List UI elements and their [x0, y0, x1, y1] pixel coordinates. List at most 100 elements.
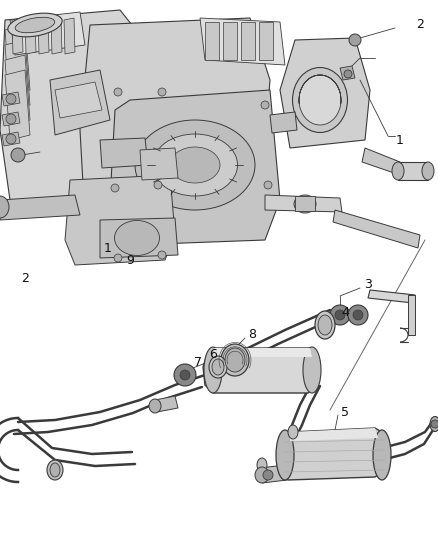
Ellipse shape	[114, 221, 159, 255]
Polygon shape	[64, 18, 75, 54]
Circle shape	[158, 251, 166, 259]
Ellipse shape	[0, 196, 9, 218]
Polygon shape	[5, 40, 30, 110]
Bar	[295, 196, 315, 211]
Ellipse shape	[288, 425, 298, 439]
Polygon shape	[265, 195, 342, 212]
Polygon shape	[270, 112, 297, 133]
Circle shape	[6, 94, 16, 104]
Circle shape	[335, 310, 345, 320]
Ellipse shape	[257, 458, 267, 472]
Polygon shape	[51, 18, 62, 54]
Polygon shape	[259, 22, 273, 60]
Ellipse shape	[212, 359, 224, 375]
Polygon shape	[223, 22, 237, 60]
Ellipse shape	[422, 162, 434, 180]
Text: 3: 3	[364, 279, 372, 292]
Polygon shape	[80, 18, 270, 230]
Ellipse shape	[293, 68, 347, 133]
Ellipse shape	[299, 75, 341, 125]
Text: 9: 9	[126, 254, 134, 266]
Ellipse shape	[221, 344, 249, 376]
Circle shape	[11, 148, 25, 162]
Text: 7: 7	[194, 356, 202, 368]
Ellipse shape	[50, 463, 60, 477]
Bar	[0, 0, 438, 285]
Ellipse shape	[294, 195, 316, 213]
Ellipse shape	[373, 430, 391, 480]
Ellipse shape	[170, 147, 220, 183]
Polygon shape	[155, 396, 178, 412]
Ellipse shape	[303, 347, 321, 393]
Circle shape	[6, 134, 16, 144]
Polygon shape	[110, 90, 280, 245]
Circle shape	[344, 70, 352, 78]
Ellipse shape	[318, 315, 332, 335]
Polygon shape	[5, 25, 30, 95]
Polygon shape	[55, 82, 102, 118]
Ellipse shape	[209, 356, 227, 378]
Ellipse shape	[149, 399, 161, 413]
Polygon shape	[0, 195, 80, 220]
Polygon shape	[5, 55, 30, 125]
Circle shape	[349, 34, 361, 46]
Polygon shape	[203, 348, 320, 393]
Text: 8: 8	[248, 328, 256, 342]
Polygon shape	[2, 112, 20, 126]
Circle shape	[114, 88, 122, 96]
Polygon shape	[50, 70, 110, 135]
Polygon shape	[140, 148, 178, 180]
Text: 2: 2	[416, 19, 424, 31]
Bar	[0, 285, 438, 533]
Polygon shape	[10, 12, 85, 55]
Polygon shape	[205, 22, 219, 60]
Ellipse shape	[135, 120, 255, 210]
Polygon shape	[5, 70, 30, 140]
Polygon shape	[260, 465, 287, 483]
Circle shape	[174, 364, 196, 386]
Circle shape	[264, 181, 272, 189]
Circle shape	[261, 101, 269, 109]
Polygon shape	[241, 22, 255, 60]
Polygon shape	[280, 38, 370, 148]
Bar	[398, 162, 428, 180]
Circle shape	[263, 470, 273, 480]
Polygon shape	[278, 428, 388, 480]
Polygon shape	[100, 218, 178, 258]
Ellipse shape	[225, 348, 245, 372]
Ellipse shape	[315, 311, 335, 339]
Text: 1: 1	[104, 241, 112, 254]
Polygon shape	[290, 428, 378, 441]
Ellipse shape	[430, 416, 438, 432]
Polygon shape	[368, 290, 415, 303]
Polygon shape	[12, 18, 23, 54]
Polygon shape	[2, 132, 20, 146]
Circle shape	[6, 114, 16, 124]
Polygon shape	[38, 18, 49, 54]
Polygon shape	[340, 66, 355, 80]
Ellipse shape	[8, 13, 62, 37]
Polygon shape	[213, 348, 312, 357]
Circle shape	[348, 305, 368, 325]
Circle shape	[158, 88, 166, 96]
Circle shape	[111, 184, 119, 192]
Text: 5: 5	[341, 407, 349, 419]
Ellipse shape	[276, 430, 294, 480]
Text: 1: 1	[396, 133, 404, 147]
Text: 4: 4	[341, 305, 349, 319]
Ellipse shape	[255, 467, 269, 483]
Text: 6: 6	[209, 349, 217, 361]
Circle shape	[180, 370, 190, 380]
Polygon shape	[2, 92, 20, 106]
Circle shape	[154, 181, 162, 189]
Circle shape	[431, 420, 438, 428]
Text: 2: 2	[21, 271, 29, 285]
Ellipse shape	[47, 460, 63, 480]
Polygon shape	[25, 18, 36, 54]
Ellipse shape	[152, 134, 237, 196]
Circle shape	[330, 305, 350, 325]
Polygon shape	[362, 148, 400, 175]
Circle shape	[353, 310, 363, 320]
Polygon shape	[200, 18, 285, 65]
Ellipse shape	[392, 162, 404, 180]
